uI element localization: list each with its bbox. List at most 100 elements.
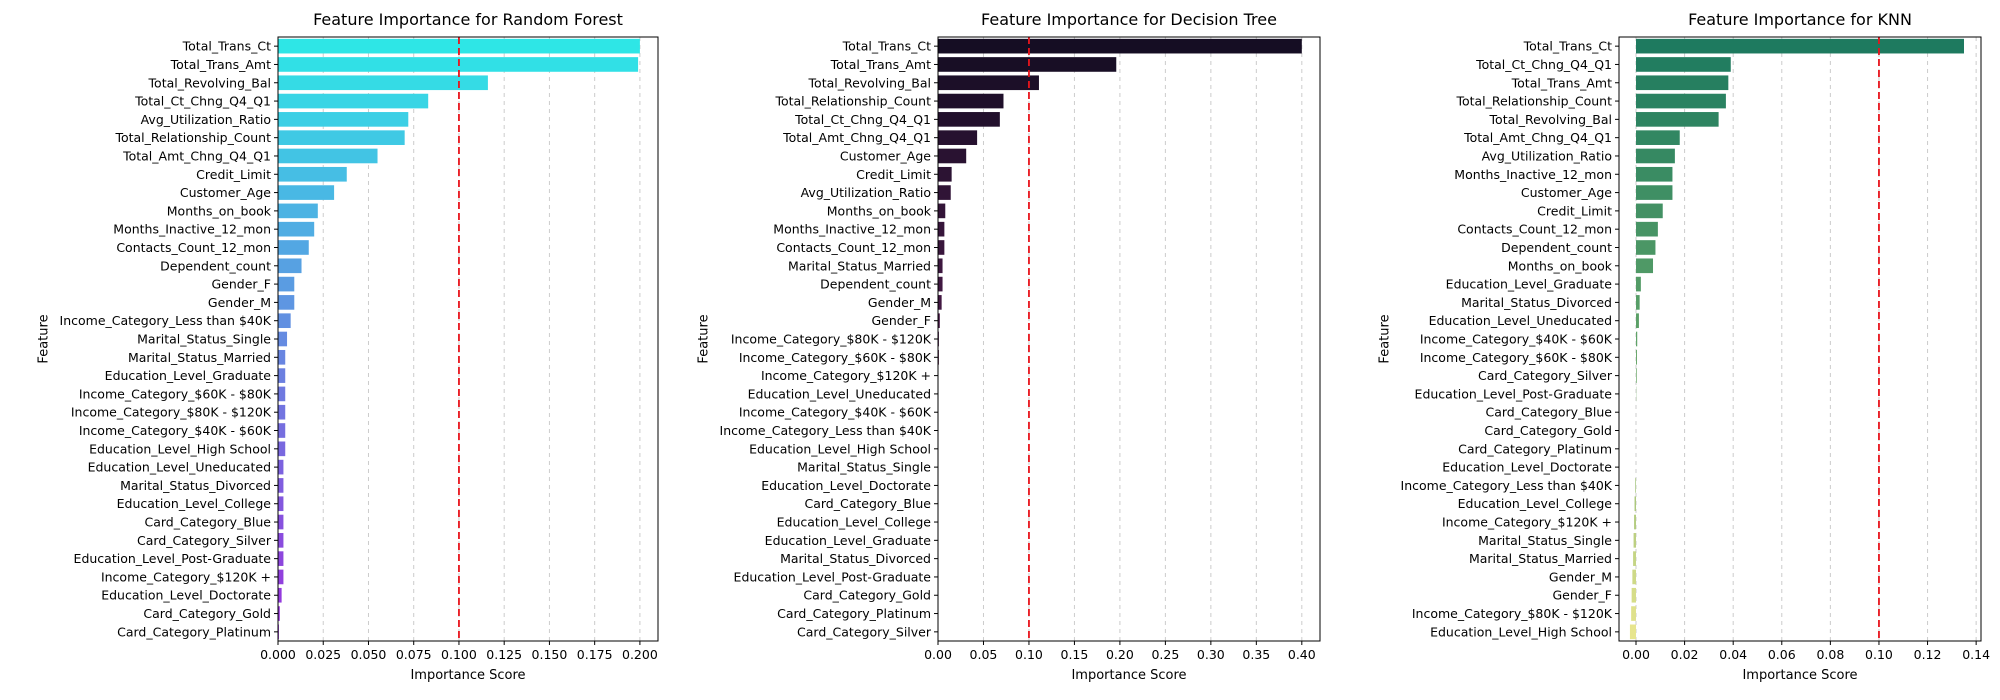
bar-months-on-book — [1636, 258, 1654, 274]
bar-total-amt-chng-q4-q1 — [938, 130, 978, 145]
bar-education-level-college — [278, 496, 284, 512]
bar-total-ct-chng-q4-q1 — [938, 112, 1000, 127]
bar-customer-age — [938, 148, 967, 164]
bar-card-category-gold — [278, 606, 280, 621]
y-tick-label: Total_Amt_Chng_Q4_Q1 — [122, 148, 271, 163]
bar-card-category-silver — [278, 533, 284, 548]
chart-panel-2: Total_Trans_Ct Total_Trans_Amt Total_Revol… — [697, 10, 1321, 683]
bar-income-category-40k-60k — [278, 423, 286, 438]
y-tick-label: Income_Category_$120K + — [101, 569, 271, 584]
bar-education-level-post-graduate — [278, 551, 284, 566]
y-tick-label: Contacts_Count_12_mon — [776, 240, 931, 255]
bar-customer-age — [1636, 185, 1673, 200]
bar-gender-f — [1631, 587, 1637, 603]
y-axis-label: Feature — [1378, 314, 1393, 363]
y-tick-label: Income_Category_Less than $40K — [720, 423, 932, 438]
y-tick-label: Card_Category_Platinum — [777, 606, 931, 621]
bar-total-trans-amt — [278, 57, 639, 72]
y-tick-label: Education_Level_Graduate — [1446, 277, 1613, 292]
y-tick-label: Months_on_book — [1508, 258, 1613, 273]
x-tick-label: 0.00 — [924, 647, 952, 662]
chart-panel-3: Total_Trans_Ct Total_Ct_Chng_Q4_Q1 Total_T… — [1378, 10, 1991, 683]
x-tick-label: 0.025 — [305, 647, 341, 662]
y-tick-label: Income_Category_$60K - $80K — [79, 386, 272, 401]
bar-income-category-120k- — [278, 569, 284, 585]
y-tick-label: Income_Category_Less than $40K — [1401, 478, 1613, 493]
bar-credit-limit — [1636, 203, 1663, 219]
x-axis-label: Importance Score — [1742, 668, 1857, 683]
x-tick-label: 0.050 — [351, 647, 387, 662]
y-axis-label: Feature — [697, 314, 712, 363]
bar-total-trans-ct — [938, 38, 1302, 54]
y-tick-label: Contacts_Count_12_mon — [116, 240, 271, 255]
y-tick-label: Total_Ct_Chng_Q4_Q1 — [794, 112, 931, 127]
y-tick-label: Contacts_Count_12_mon — [1457, 222, 1612, 237]
y-tick-label: Months_Inactive_12_mon — [113, 222, 271, 237]
y-tick-label: Income_Category_$80K - $120K — [731, 332, 932, 347]
y-tick-label: Education_Level_Post-Graduate — [74, 551, 272, 566]
bar-education-level-graduate — [278, 368, 286, 383]
x-tick-label: 0.125 — [486, 647, 522, 662]
bar-total-relationship-count — [1636, 93, 1726, 109]
y-tick-label: Education_Level_Doctorate — [101, 588, 271, 603]
x-tick-label: 0.15 — [1061, 647, 1089, 662]
y-tick-label: Gender_M — [208, 295, 271, 310]
bar-contacts-count-12-mon — [278, 240, 309, 255]
bar-dependent-count — [278, 258, 302, 274]
bar-education-level-doctorate — [278, 587, 282, 603]
y-tick-label: Total_Trans_Ct — [182, 39, 271, 54]
y-tick-label: Dependent_count — [1501, 240, 1612, 255]
y-tick-label: Income_Category_$60K - $80K — [1420, 350, 1613, 365]
x-tick-label: 0.00 — [1622, 647, 1650, 662]
chart-title: Feature Importance for Random Forest — [313, 10, 623, 29]
x-tick-label: 0.35 — [1242, 647, 1270, 662]
y-tick-label: Education_Level_College — [117, 496, 272, 511]
y-tick-label: Income_Category_$80K - $120K — [71, 405, 272, 420]
y-tick-label: Card_Category_Gold — [803, 588, 931, 603]
y-tick-label: Education_Level_High School — [749, 441, 931, 456]
y-tick-label: Total_Ct_Chng_Q4_Q1 — [1475, 57, 1612, 72]
chart-panel-1: Total_Trans_Ct Total_Trans_Amt Total_Revol… — [37, 10, 659, 683]
y-tick-label: Income_Category_$60K - $80K — [739, 350, 932, 365]
x-tick-label: 0.08 — [1816, 647, 1844, 662]
bar-marital-status-married — [938, 258, 943, 274]
bar-marital-status-divorced — [1636, 295, 1640, 310]
bar-marital-status-single — [1633, 533, 1637, 548]
x-tick-label: 0.20 — [1106, 647, 1134, 662]
x-axis-label: Importance Score — [410, 668, 525, 683]
bar-total-revolving-bal — [278, 75, 488, 91]
y-tick-label: Months_Inactive_12_mon — [773, 222, 931, 237]
y-tick-label: Education_Level_Uneducated — [1429, 313, 1612, 328]
bar-education-level-high-school — [1629, 624, 1637, 640]
y-tick-label: Total_Ct_Chng_Q4_Q1 — [134, 94, 271, 109]
x-tick-label: 0.02 — [1671, 647, 1699, 662]
bar-months-on-book — [938, 203, 946, 219]
y-tick-label: Marital_Status_Single — [1478, 533, 1612, 548]
x-tick-label: 0.100 — [441, 647, 477, 662]
y-tick-label: Customer_Age — [180, 185, 271, 200]
y-tick-label: Education_Level_High School — [1430, 624, 1612, 639]
y-tick-label: Education_Level_College — [777, 515, 932, 530]
x-tick-label: 0.05 — [970, 647, 998, 662]
bar-dependent-count — [1636, 240, 1656, 255]
y-tick-label: Education_Level_High School — [89, 441, 271, 456]
bar-marital-status-married — [278, 349, 286, 365]
y-tick-label: Dependent_count — [820, 277, 931, 292]
bar-education-level-uneducated — [1636, 313, 1639, 329]
bar-total-revolving-bal — [1636, 112, 1719, 127]
y-tick-label: Education_Level_Graduate — [765, 533, 932, 548]
y-tick-label: Total_Relationship_Count — [1455, 94, 1612, 109]
bar-total-amt-chng-q4-q1 — [1636, 130, 1680, 145]
bar-months-on-book — [278, 203, 318, 219]
bar-months-inactive-12-mon — [938, 221, 945, 237]
y-tick-label: Card_Category_Platinum — [1458, 441, 1612, 456]
y-tick-label: Marital_Status_Divorced — [120, 478, 271, 493]
y-tick-label: Total_Amt_Chng_Q4_Q1 — [782, 130, 931, 145]
y-tick-label: Income_Category_$120K + — [1442, 515, 1612, 530]
y-tick-label: Total_Amt_Chng_Q4_Q1 — [1463, 130, 1612, 145]
y-tick-label: Total_Relationship_Count — [774, 94, 931, 109]
y-tick-label: Total_Relationship_Count — [114, 130, 271, 145]
bar-income-category-120k- — [1634, 514, 1637, 530]
bar-marital-status-married — [1633, 551, 1637, 566]
y-tick-label: Education_Level_Graduate — [105, 368, 272, 383]
